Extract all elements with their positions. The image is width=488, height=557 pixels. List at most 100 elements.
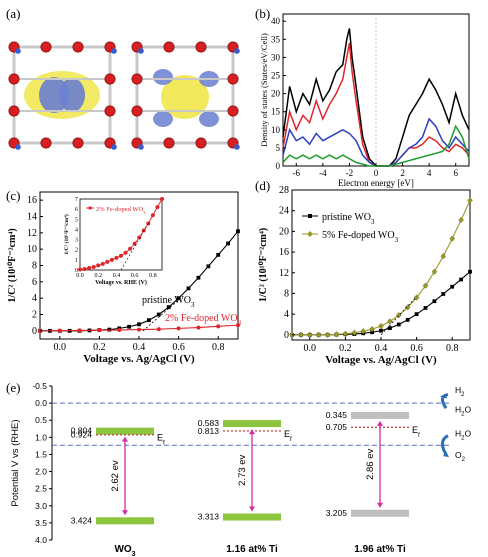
ms-series-point xyxy=(342,330,349,337)
x-tick-label: 0.2 xyxy=(93,342,106,353)
y-tick-label: 12 xyxy=(27,228,37,239)
inset-frame xyxy=(79,198,163,271)
inset-y-tick-label: 4 xyxy=(75,227,78,233)
inset-series-point xyxy=(114,255,119,260)
cb-value-label: 0.583 xyxy=(198,418,220,428)
y-tick-label: 0 xyxy=(284,330,289,341)
x-tick-label: 0.8 xyxy=(212,342,225,353)
inset-x-axis-label: Voltage vs. RHE (V) xyxy=(95,279,147,286)
y-tick-label: 2 xyxy=(32,310,37,321)
ms-series-point xyxy=(351,329,358,336)
inset-series-point xyxy=(155,205,160,210)
x-tick-label: -4 xyxy=(319,168,327,178)
x-tick-label: 6 xyxy=(453,168,458,178)
inset-extrapolation xyxy=(120,223,149,271)
inset-series-point xyxy=(123,250,128,255)
y-tick-label: 20 xyxy=(279,226,289,237)
h2o-label-top: H2O xyxy=(455,404,471,417)
ms-series-point xyxy=(422,282,429,289)
ms-series-line xyxy=(292,200,471,336)
oxygen-atom xyxy=(195,41,207,53)
x-tick-label: -6 xyxy=(293,168,301,178)
x-tick-label: 0.0 xyxy=(54,342,67,353)
band-gap-arrowhead xyxy=(249,506,255,512)
ms-series-point xyxy=(315,331,322,338)
sample-label: 1.96 at% Ti xyxy=(354,544,406,555)
inset-y-tick-label: 7 xyxy=(75,197,78,203)
inset-y-tick-label: 2 xyxy=(75,248,78,254)
inset-series-point xyxy=(119,253,123,258)
dos-chart: -6 -4 -2 0 2 4 6 0 5 10 15 20 25 30 35 40 Electron energ… xyxy=(259,13,470,188)
ms-series-point xyxy=(236,323,240,328)
tungsten-atom xyxy=(138,48,144,54)
ms-series-point xyxy=(97,328,102,333)
h2-label: H2 xyxy=(455,385,464,398)
band-alignment-diagram: -0.5 0.0 0.5 1.0 1.5 2.0 2.5 3.0 3.5 4.0 Potential… xyxy=(10,381,471,557)
y-tick-label: 3.0 xyxy=(35,501,47,511)
inset-series-point xyxy=(100,261,105,266)
oxygen-atom xyxy=(227,73,239,85)
valence-band xyxy=(351,509,409,517)
ms-series-point xyxy=(378,322,384,330)
ms-series-point xyxy=(307,331,313,338)
vb-value-label: 3.313 xyxy=(198,511,220,521)
y-tick-label: 24 xyxy=(279,206,289,217)
h2-evolution-arrowhead xyxy=(440,393,447,399)
inset-x-tick-label: 0.4 xyxy=(113,273,121,279)
x-tick-label: 2 xyxy=(400,168,405,178)
ef-value-label: 0.705 xyxy=(326,422,348,432)
extrapolation-line xyxy=(142,296,183,332)
oxygen-atom xyxy=(40,41,52,53)
inset-x-tick-label: 0.6 xyxy=(131,273,139,279)
inset-legend-label: 2% Fe-doped WO3 xyxy=(96,206,146,215)
series-label-pristine: pristine WO3 xyxy=(142,295,195,309)
oxygen-atom xyxy=(40,137,52,149)
band-gap-arrowhead xyxy=(249,429,255,435)
ms-series-point xyxy=(459,277,463,282)
vb-value-label: 3.205 xyxy=(326,508,348,518)
tungsten-atom xyxy=(234,48,240,54)
ms-series-point xyxy=(333,331,340,338)
band-gap-arrowhead xyxy=(377,420,383,426)
tungsten-atom xyxy=(15,144,21,150)
ms-series-point xyxy=(440,253,447,260)
tungsten-atom xyxy=(111,48,117,54)
ms-series-point xyxy=(216,324,221,329)
fermi-label: Ef xyxy=(157,433,165,447)
inset-series-point xyxy=(146,221,151,226)
y-tick-label: 3.5 xyxy=(35,518,47,528)
y-tick-label: 1.5 xyxy=(35,449,47,459)
ms-series-point xyxy=(176,326,181,331)
y-tick-label: 28 xyxy=(279,185,289,196)
ef-value-label: 0.813 xyxy=(198,426,220,436)
ms-series-point xyxy=(388,326,392,331)
x-tick-label: 0 xyxy=(374,168,379,178)
x-tick-label: 0.0 xyxy=(304,343,317,354)
ms-series-point xyxy=(404,304,411,311)
inset-series-point xyxy=(91,264,96,269)
y-tick-label: 16 xyxy=(27,195,37,206)
y-tick-label: 5 xyxy=(276,143,281,153)
legend-marker-pristine xyxy=(308,214,312,218)
dos-series-line xyxy=(282,28,470,167)
oxygen-atom xyxy=(195,137,207,149)
y-axis-label: 1/C² (10¹⁰F⁻²cm⁴) xyxy=(7,228,18,302)
conduction-band xyxy=(223,420,281,428)
y-tick-label: 30 xyxy=(271,52,281,62)
y-tick-label: 2.0 xyxy=(35,467,47,477)
series-label-fe2: 2% Fe-doped WO3 xyxy=(165,313,242,327)
inset-y-tick-label: 6 xyxy=(75,207,78,213)
cb-value-label: 0.345 xyxy=(326,410,348,420)
fermi-label: Ef xyxy=(284,429,292,443)
x-tick-label: 0.4 xyxy=(133,342,146,353)
y-tick-label: 1.0 xyxy=(35,432,47,442)
tungsten-oxide-cell-image xyxy=(8,41,117,150)
y-axis-label: Density of states (States/eV/Cell) xyxy=(259,33,269,147)
conduction-band xyxy=(96,427,154,435)
inset-x-tick-label: 0.2 xyxy=(94,273,102,279)
panel-label-a: (a) xyxy=(6,6,20,21)
ms-series-point xyxy=(396,322,401,327)
tungsten-atom xyxy=(15,48,21,54)
oxygen-atom xyxy=(8,73,20,85)
